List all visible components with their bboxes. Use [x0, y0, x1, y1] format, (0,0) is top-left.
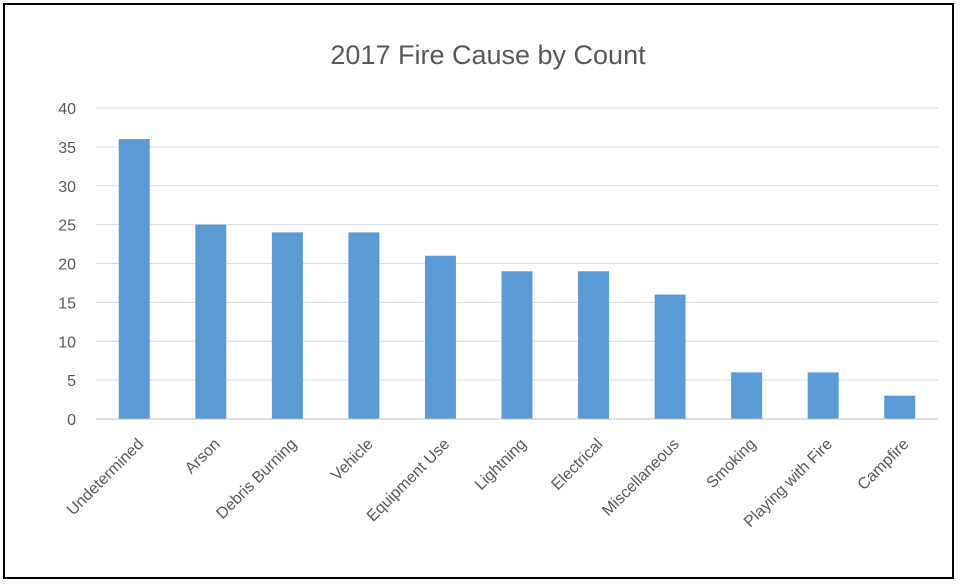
y-tick-label: 35	[58, 140, 76, 157]
bar-undetermined	[118, 139, 150, 419]
bar-debris-burning	[271, 232, 303, 419]
x-tick-label: Undetermined	[64, 436, 147, 519]
x-tick-label: Lightning	[472, 436, 530, 494]
bar-campfire	[884, 395, 916, 419]
bars	[118, 139, 916, 419]
x-tick-label: Miscellaneous	[599, 436, 683, 520]
bar-arson	[195, 224, 227, 419]
bar-vehicle	[348, 232, 380, 419]
y-tick-label: 20	[58, 257, 76, 274]
bar-smoking	[731, 372, 763, 419]
y-tick-label: 15	[58, 295, 76, 312]
gridlines	[96, 107, 938, 381]
bar-lightning	[501, 271, 533, 419]
chart-title: 2017 Fire Cause by Count	[330, 40, 646, 70]
y-axis-ticks: 0 5 10 15 20 25 30 35 40	[58, 101, 76, 429]
y-tick-label: 25	[58, 218, 76, 235]
x-tick-label: Arson	[182, 436, 224, 478]
bar-miscellaneous	[654, 294, 686, 419]
y-tick-label: 30	[58, 179, 76, 196]
x-tick-label: Smoking	[703, 436, 759, 492]
bar-electrical	[578, 271, 610, 419]
chart-frame	[3, 3, 954, 579]
y-tick-label: 10	[58, 334, 76, 351]
x-tick-label: Equipment Use	[364, 436, 453, 525]
x-tick-label: Vehicle	[328, 436, 377, 485]
x-tick-label: Campfire	[855, 436, 913, 494]
y-tick-label: 5	[67, 373, 76, 390]
x-tick-label: Electrical	[548, 436, 606, 494]
y-tick-label: 0	[67, 412, 76, 429]
y-tick-label: 40	[58, 101, 76, 118]
bar-equipment-use	[424, 255, 456, 419]
bar-playing-with-fire	[807, 372, 839, 419]
x-tick-label: Debris Burning	[213, 436, 300, 523]
